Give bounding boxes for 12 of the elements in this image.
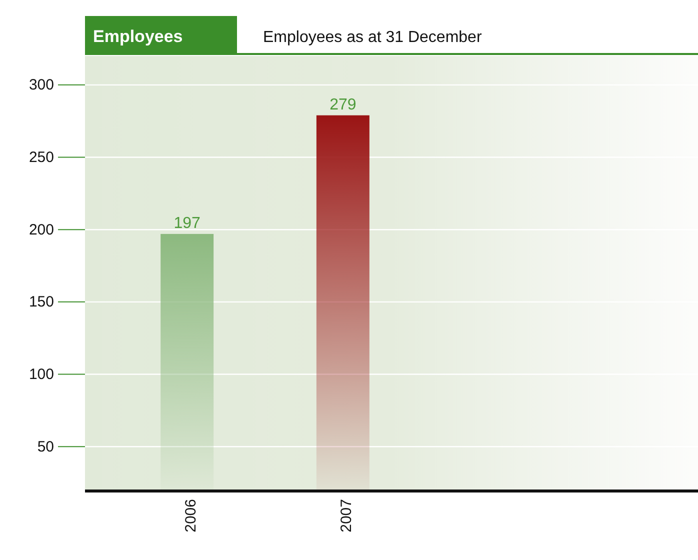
- chart-subtitle: Employees as at 31 December: [263, 29, 482, 46]
- x-tick-label: 2006: [182, 499, 200, 532]
- y-tick-label: 50: [37, 438, 54, 456]
- y-tick-label: 100: [28, 366, 54, 384]
- y-tick-label: 300: [28, 76, 54, 94]
- x-tick-label: 2007: [338, 499, 356, 532]
- data-label: 197: [174, 214, 201, 232]
- y-tick-label: 150: [28, 294, 54, 311]
- chart-title: Employees: [93, 27, 183, 46]
- data-label: 279: [330, 96, 356, 114]
- y-tick-label: 250: [28, 149, 54, 166]
- y-tick-label: 200: [28, 221, 54, 238]
